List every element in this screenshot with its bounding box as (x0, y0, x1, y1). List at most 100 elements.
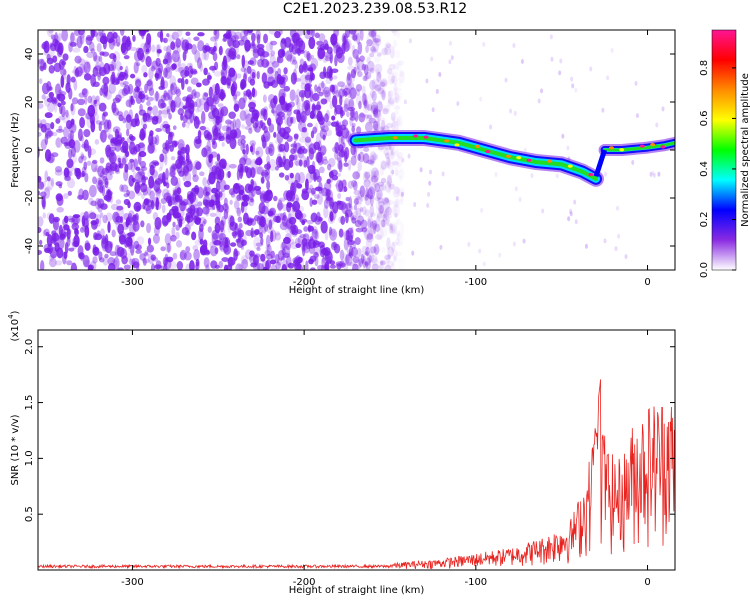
noise-speckle (371, 48, 379, 54)
noise-speckle (94, 197, 102, 210)
colorbar-tick-label: 0.4 (699, 161, 710, 177)
noise-speckle (63, 193, 69, 199)
noise-speckle (233, 94, 238, 100)
noise-speckle (197, 57, 202, 69)
noise-speckle (139, 128, 146, 141)
noise-speckle (380, 89, 386, 97)
noise-speckle (358, 100, 362, 110)
noise-speckle (376, 189, 383, 200)
noise-speckle (403, 99, 407, 105)
noise-speckle (168, 208, 176, 216)
noise-speckle (150, 263, 156, 270)
noise-speckle (302, 233, 310, 241)
noise-speckle (67, 190, 72, 196)
noise-speckle (51, 232, 60, 242)
noise-speckle (268, 143, 275, 157)
noise-speckle (378, 204, 385, 215)
noise-speckle (255, 150, 260, 156)
noise-speckle (62, 231, 69, 237)
noise-speckle (102, 37, 107, 50)
noise-speckle (265, 253, 273, 260)
noise-speckle (349, 109, 356, 118)
snr-y-tick-label: 0.5 (24, 506, 35, 522)
noise-speckle (391, 241, 396, 253)
noise-speckle (369, 155, 375, 166)
noise-speckle (43, 51, 49, 56)
noise-speckle (48, 30, 54, 34)
noise-speckle (380, 224, 388, 238)
noise-speckle (86, 115, 94, 129)
noise-speckle (87, 145, 92, 159)
noise-speckle (130, 159, 136, 173)
noise-speckle (350, 155, 357, 166)
noise-speckle (292, 32, 301, 46)
noise-speckle (317, 114, 325, 122)
noise-speckle (343, 186, 348, 192)
noise-speckle (49, 254, 57, 259)
noise-speckle (243, 212, 249, 225)
noise-speckle (364, 193, 372, 206)
signal-hotspot (588, 172, 594, 177)
noise-speckle (38, 239, 43, 246)
noise-speckle (201, 51, 207, 61)
noise-speckle (287, 213, 292, 224)
noise-speckle (368, 30, 377, 38)
heatmap-x-tick-label: 0 (644, 277, 650, 288)
noise-speckle (357, 190, 365, 202)
noise-speckle (135, 171, 143, 184)
heatmap-y-tick-label: 40 (24, 48, 35, 61)
noise-speckle (249, 57, 257, 66)
noise-speckle (186, 214, 194, 223)
noise-speckle (388, 228, 396, 235)
noise-speckle (165, 125, 171, 135)
noise-speckle (135, 249, 142, 254)
noise-speckle (139, 160, 147, 169)
signal-hotspot (505, 154, 511, 158)
noise-speckle (295, 160, 299, 167)
noise-speckle (53, 103, 58, 113)
noise-speckle (218, 45, 223, 56)
noise-speckle (399, 121, 403, 131)
noise-speckle (351, 217, 357, 224)
noise-speckle (567, 216, 571, 222)
noise-speckle (288, 159, 294, 168)
noise-speckle (62, 251, 67, 265)
noise-speckle (174, 196, 181, 209)
noise-speckle (193, 160, 201, 171)
noise-speckle (260, 110, 266, 116)
noise-speckle (361, 245, 368, 255)
noise-speckle (329, 68, 333, 78)
noise-speckle (168, 113, 172, 120)
noise-speckle (559, 58, 563, 64)
noise-speckle (320, 187, 325, 194)
noise-speckle (261, 122, 266, 131)
noise-speckle (90, 30, 95, 38)
noise-speckle (119, 184, 124, 192)
noise-speckle (371, 173, 376, 186)
noise-speckle (373, 243, 380, 256)
signal-hotspot (650, 143, 656, 147)
noise-speckle (44, 112, 53, 119)
noise-speckle (219, 220, 225, 233)
noise-speckle (151, 116, 159, 125)
noise-speckle (308, 246, 315, 254)
noise-speckle (371, 167, 379, 178)
noise-speckle (214, 83, 220, 96)
noise-speckle (391, 262, 396, 270)
noise-speckle (530, 173, 534, 179)
noise-speckle (373, 107, 379, 117)
noise-speckle (240, 139, 246, 145)
noise-speckle (307, 67, 314, 72)
noise-speckle (366, 60, 375, 72)
noise-speckle (366, 33, 375, 45)
noise-speckle (142, 257, 147, 266)
noise-speckle (298, 64, 304, 74)
noise-speckle (498, 252, 502, 258)
noise-speckle (204, 184, 212, 198)
noise-speckle (93, 51, 98, 62)
noise-speckle (574, 219, 578, 225)
noise-speckle (514, 186, 518, 192)
noise-speckle (112, 97, 121, 104)
noise-speckle (455, 196, 459, 202)
noise-speckle (243, 67, 248, 80)
